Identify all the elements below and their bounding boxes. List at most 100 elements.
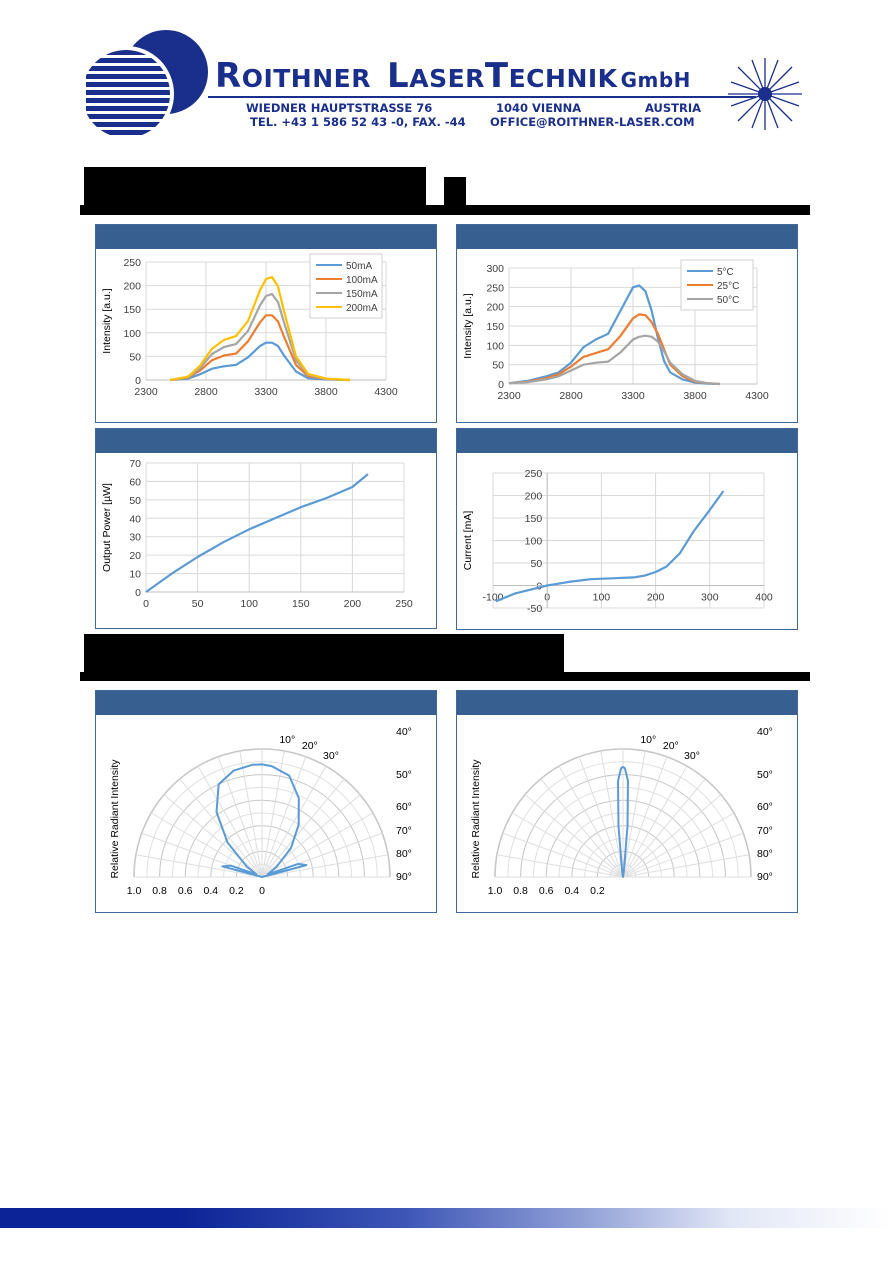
x-tick-label: 4300 [374,386,398,398]
company-name: ROITHNER LASERTECHNIK GmbH [215,56,691,96]
x-tick-label: 200 [344,598,362,610]
polar-radius-label: 0.4 [564,885,579,897]
y-axis-label: Current [mA] [462,511,474,571]
y-tick-label: 50 [129,495,141,507]
polar-angle-label: 40° [396,726,412,738]
x-tick-label: -100 [482,592,503,604]
polar-spoke [622,750,646,878]
polar-spoke [578,756,624,878]
polar-spoke [558,765,624,878]
series-line-0 [495,490,725,603]
legend-label: 50mA [346,261,372,272]
company-street: WIEDNER HAUPTSTRASSE 76 [246,101,433,115]
legend-label: 50°C [717,295,739,306]
polar-angle-label: 90° [396,871,412,883]
spectrum-vs-current-chart: 0 50 100 150 200 250 2300 2800 3300 3800 4300 Inten… [101,253,398,398]
polar-spoke [261,854,389,878]
polar-spoke [622,765,688,878]
y-tick-label: 250 [486,282,504,294]
footer-gradient-bar [0,1208,892,1228]
y-tick-label: 200 [525,491,543,503]
x-tick-label: 0 [143,598,149,610]
legend-label: 100mA [346,275,378,286]
polar-radius-label: 1.0 [127,885,142,897]
polar-spoke [261,756,307,878]
polar-spoke [150,812,263,878]
y-tick-label: 150 [525,513,543,525]
polar-spoke [261,765,327,878]
polar-angle-label: 90° [757,871,773,883]
polar-radius-label: 0 [259,885,265,897]
x-tick-label: 2800 [194,386,218,398]
company-city: 1040 VIENNA [496,101,582,115]
polar-angle-label: 50° [396,769,412,781]
legend-label: 200mA [346,303,378,314]
panel-header [457,225,797,249]
panel-header [96,225,436,249]
y-tick-label: 70 [129,458,141,470]
legend-label: 25°C [717,281,739,292]
radiation-pattern-series-0 [215,763,308,878]
polar-spoke [163,794,263,878]
x-tick-label: 150 [292,598,310,610]
x-tick-label: 3800 [683,390,707,402]
y-tick-label: 0 [498,379,504,391]
polar-spoke [622,794,722,878]
y-axis-label: Intensity [a.u.] [462,293,474,358]
polar-angle-label: 10° [640,734,656,746]
polar-angle-label: 80° [396,848,412,860]
x-tick-label: 400 [755,592,773,604]
polar-angle-label: 70° [396,825,412,837]
y-tick-label: 200 [486,302,504,314]
polar-spoke [135,854,263,878]
x-tick-label: 3300 [254,386,278,398]
company-underline [208,96,756,98]
radiation-pattern-series-0 [617,765,629,878]
polar-spoke [524,794,624,878]
x-tick-label: 3800 [314,386,338,398]
polar-angle-label: 30° [323,750,339,762]
y-tick-label: 100 [486,340,504,352]
x-tick-label: 2300 [134,386,158,398]
legend-label: 150mA [346,289,378,300]
series-line-200mA [169,276,351,382]
polar-angle-label: 60° [757,801,773,813]
x-tick-label: 250 [395,598,413,610]
polar-angle-label: 60° [396,801,412,813]
polar-spoke [496,854,624,878]
x-tick-label: 300 [701,592,719,604]
polar-angle-label: 80° [757,848,773,860]
polar-spoke [502,832,624,878]
section-rule [80,205,810,215]
series-line-100mA [169,314,351,382]
polar-spoke [540,778,624,878]
y-tick-label: 100 [525,536,543,548]
panel-header [96,429,436,453]
y-tick-label: 20 [129,550,141,562]
y-axis-label: Output Power [µW] [101,483,113,572]
polar-angle-label: 10° [279,734,295,746]
x-tick-label: 4300 [745,390,769,402]
series-line-5°C [508,284,720,386]
y-tick-label: 150 [486,321,504,333]
polar-spoke [622,756,668,878]
section-rule-2 [80,672,810,681]
polar-spoke [622,812,735,878]
series-line-25°C [508,313,720,386]
x-tick-label: 2300 [497,390,521,402]
chart-panel-spectrum-temperature: 0 50 100 150 200 250 300 2300 2800 3300 3800 4300 In… [456,224,798,423]
y-tick-label: 100 [123,328,141,340]
polar-spoke [261,778,345,878]
series-line-50°C [508,334,720,386]
polar-angle-label: 30° [684,750,700,762]
chart-panel-radiation-pattern-2: 10° 20° 30° 40° 50° 60° 70° 80° 90° 1.0 0.8 0.6 0.4 0… [456,690,798,913]
x-tick-label: 3300 [621,390,645,402]
panel-header [457,429,797,453]
chart-panel-power-current: 0 10 20 30 40 50 60 70 0 50 100 150 200 250 Output Pow… [95,428,437,629]
polar-spoke [511,812,624,878]
chart-panel-spectrum-current: 0 50 100 150 200 250 2300 2800 3300 3800 4300 Inten… [95,224,437,423]
polar-spoke [622,832,744,878]
polar-radius-label: 0.8 [513,885,528,897]
legend-label: 5°C [717,267,734,278]
polar-spoke [261,812,374,878]
